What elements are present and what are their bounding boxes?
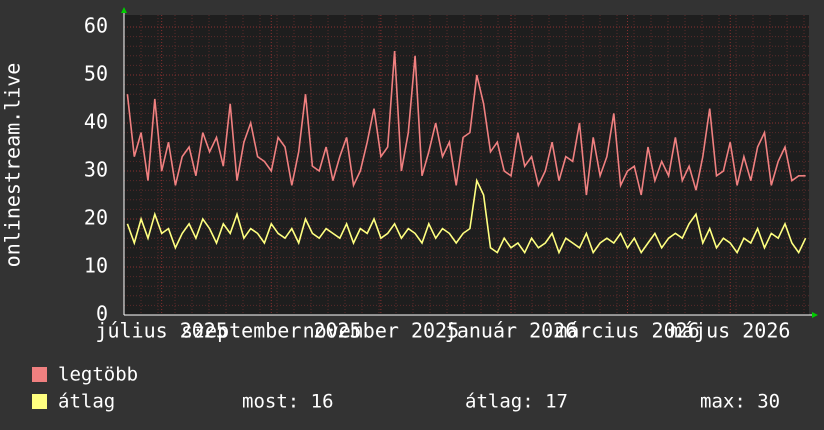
- y-tick-label: 10: [84, 254, 108, 278]
- x-tick-label: július 2025: [95, 319, 227, 343]
- x-arrow: [812, 312, 818, 318]
- legend-swatch: [32, 367, 47, 382]
- plot-area: [124, 15, 809, 315]
- legend-swatch: [32, 394, 47, 409]
- y-tick-label: 20: [84, 206, 108, 230]
- x-tick-label: január 2026: [445, 319, 577, 343]
- y-tick-label: 30: [84, 158, 108, 182]
- series-line: [126, 50, 806, 196]
- legend-label: legtöbb: [58, 364, 138, 386]
- y-arrow: [121, 7, 127, 13]
- stat-avg: átlag: 17: [465, 391, 568, 413]
- x-tick-label: március 2026: [555, 319, 700, 343]
- x-tick-label: november 2025: [303, 319, 460, 343]
- y-tick-label: 50: [84, 62, 108, 86]
- stat-now: most: 16: [242, 391, 334, 413]
- x-tick-label: május 2026: [670, 319, 790, 343]
- y-axis-label: onlinestream.live: [1, 63, 25, 268]
- x-tick-label: szeptember 2025: [181, 319, 362, 343]
- legend-label: átlag: [58, 391, 115, 413]
- y-tick-label: 40: [84, 110, 108, 134]
- series-line: [126, 177, 807, 255]
- lines: [126, 50, 807, 255]
- stat-max: max: 30: [700, 391, 780, 413]
- y-tick-label: 0: [96, 302, 108, 326]
- y-tick-label: 60: [84, 14, 108, 38]
